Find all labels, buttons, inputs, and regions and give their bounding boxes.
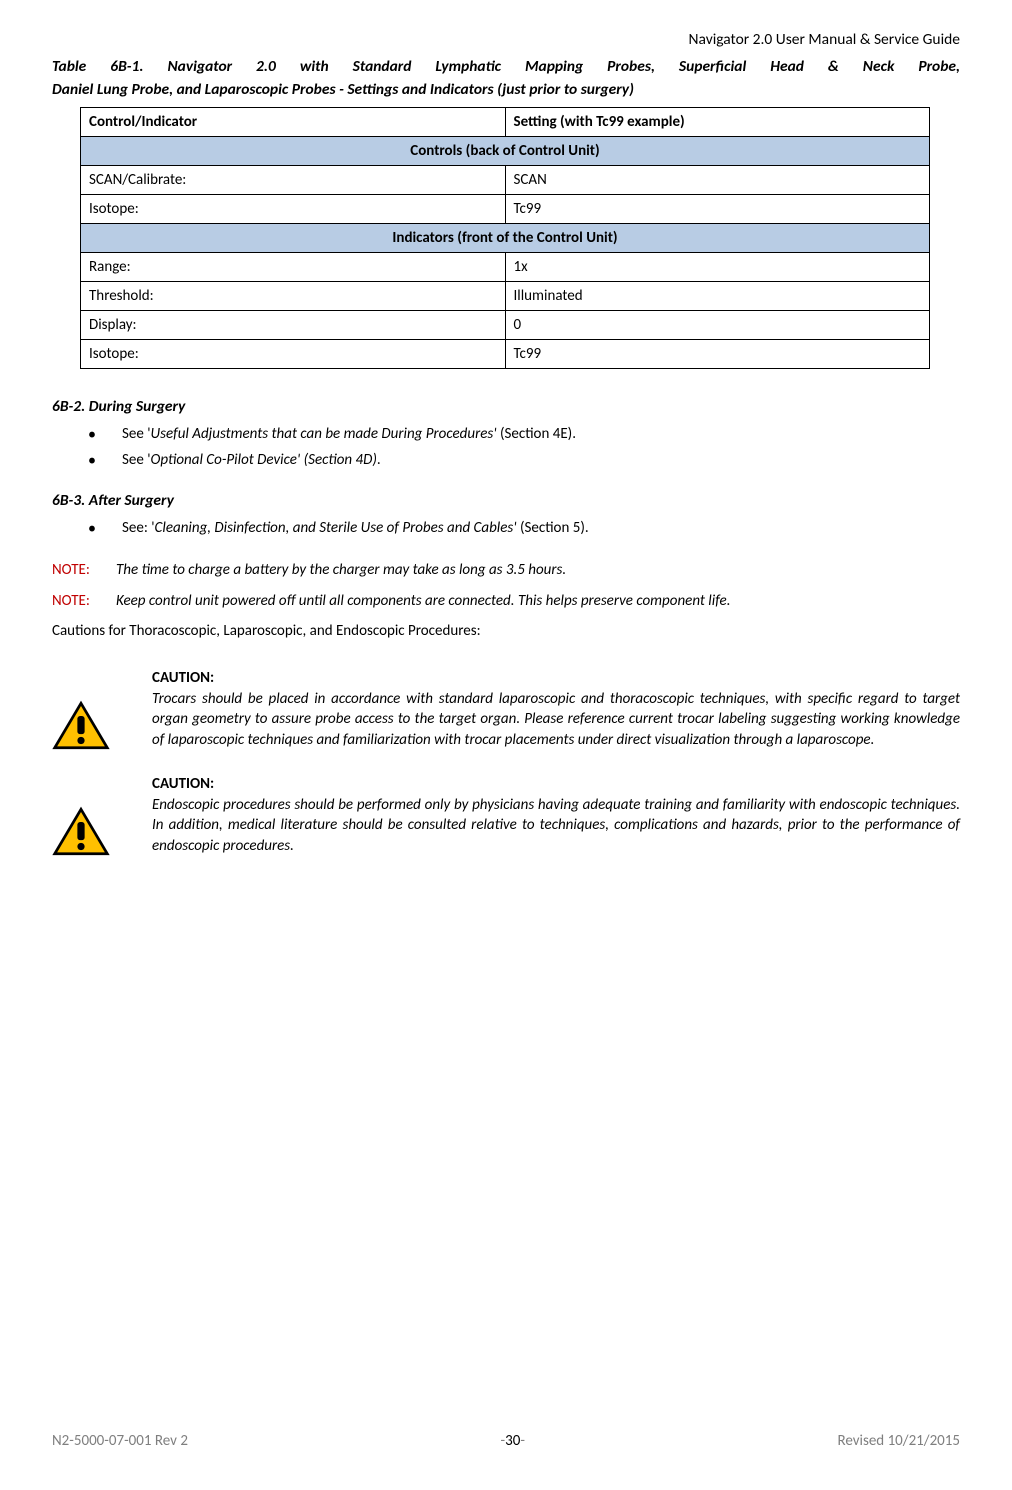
cell-left: Display:	[81, 310, 506, 339]
caution-block: CAUTION: Trocars should be placed in acc…	[52, 668, 960, 752]
cell-left: Threshold:	[81, 281, 506, 310]
cell-right: SCAN	[505, 165, 930, 194]
section-6b3-title: 6B-3. After Surgery	[52, 491, 960, 510]
text-italic: Useful Adjustments that can be made Duri…	[151, 425, 497, 443]
caution-text: CAUTION: Trocars should be placed in acc…	[152, 668, 960, 751]
note-text: The time to charge a battery by the char…	[116, 560, 960, 581]
settings-table: Control/Indicator Setting (with Tc99 exa…	[80, 107, 930, 369]
table-section-1: Controls (back of Control Unit)	[81, 136, 930, 165]
table-header-right: Setting (with Tc99 example)	[505, 107, 930, 136]
cell-right: 0	[505, 310, 930, 339]
caution-icon-col	[52, 668, 152, 752]
footer-revised: Revised 10/21/2015	[837, 1432, 960, 1450]
table-row: Range: 1x	[81, 252, 930, 281]
warning-triangle-icon	[52, 806, 110, 858]
cell-right: Tc99	[505, 194, 930, 223]
table-caption-line2: Daniel Lung Probe, and Laparoscopic Prob…	[52, 80, 960, 101]
list-item: See 'Useful Adjustments that can be made…	[88, 424, 960, 446]
table-row: Threshold: Illuminated	[81, 281, 930, 310]
note-text: Keep control unit powered off until all …	[116, 591, 960, 612]
cell-left: Isotope:	[81, 339, 506, 368]
footer-page-number: 30	[505, 1432, 520, 1450]
section-6b2-title: 6B-2. During Surgery	[52, 397, 960, 416]
table-row: SCAN/Calibrate: SCAN	[81, 165, 930, 194]
note-row: NOTE: The time to charge a battery by th…	[52, 560, 960, 581]
text-pre: See '	[122, 451, 151, 469]
table-row: Isotope: Tc99	[81, 339, 930, 368]
warning-mark-dot	[77, 843, 84, 850]
caution-text: CAUTION: Endoscopic procedures should be…	[152, 774, 960, 857]
table-header-left: Control/Indicator	[81, 107, 506, 136]
note-label: NOTE:	[52, 560, 116, 581]
table-section-2: Indicators (front of the Control Unit)	[81, 223, 930, 252]
text-pre: See '	[122, 425, 151, 443]
section-6b3-list: See: 'Cleaning, Disinfection, and Steril…	[88, 518, 960, 540]
warning-mark-dot	[77, 737, 84, 744]
section-6b2-list: See 'Useful Adjustments that can be made…	[88, 424, 960, 472]
cell-left: SCAN/Calibrate:	[81, 165, 506, 194]
text-post: .	[377, 451, 381, 469]
cell-left: Isotope:	[81, 194, 506, 223]
note-row: NOTE: Keep control unit powered off unti…	[52, 591, 960, 612]
caution-title: CAUTION:	[152, 775, 214, 793]
text-italic: Cleaning, Disinfection, and Sterile Use …	[155, 519, 517, 537]
list-item: See 'Optional Co-Pilot Device' (Section …	[88, 450, 960, 472]
page-footer: N2-5000-07-001 Rev 2 -30- Revised 10/21/…	[52, 1432, 960, 1450]
text-pre: See: '	[122, 519, 155, 537]
table-row: Display: 0	[81, 310, 930, 339]
cell-left: Range:	[81, 252, 506, 281]
cautions-intro: Cautions for Thoracoscopic, Laparoscopic…	[52, 622, 960, 640]
footer-doc-id: N2-5000-07-001 Rev 2	[52, 1432, 188, 1450]
caution-icon-col	[52, 774, 152, 858]
warning-mark-stem	[77, 716, 84, 734]
table-header-row: Control/Indicator Setting (with Tc99 exa…	[81, 107, 930, 136]
table-row: Isotope: Tc99	[81, 194, 930, 223]
warning-mark-stem	[77, 822, 84, 840]
warning-triangle-icon	[52, 700, 110, 752]
list-item: See: 'Cleaning, Disinfection, and Steril…	[88, 518, 960, 540]
note-label: NOTE:	[52, 591, 116, 612]
caution-body: Endoscopic procedures should be performe…	[152, 796, 960, 855]
footer-page: -30-	[501, 1432, 525, 1450]
caution-title: CAUTION:	[152, 669, 214, 687]
cell-right: Illuminated	[505, 281, 930, 310]
caution-block: CAUTION: Endoscopic procedures should be…	[52, 774, 960, 858]
text-post: (Section 4E).	[497, 425, 576, 443]
text-post: (Section 5).	[517, 519, 589, 537]
table-caption-line1: Table 6B-1. Navigator 2.0 with Standard …	[52, 57, 960, 78]
cell-right: 1x	[505, 252, 930, 281]
caution-body: Trocars should be placed in accordance w…	[152, 690, 960, 749]
cell-right: Tc99	[505, 339, 930, 368]
doc-header: Navigator 2.0 User Manual & Service Guid…	[52, 30, 960, 49]
text-italic: Optional Co-Pilot Device' (Section 4D)	[151, 451, 377, 469]
